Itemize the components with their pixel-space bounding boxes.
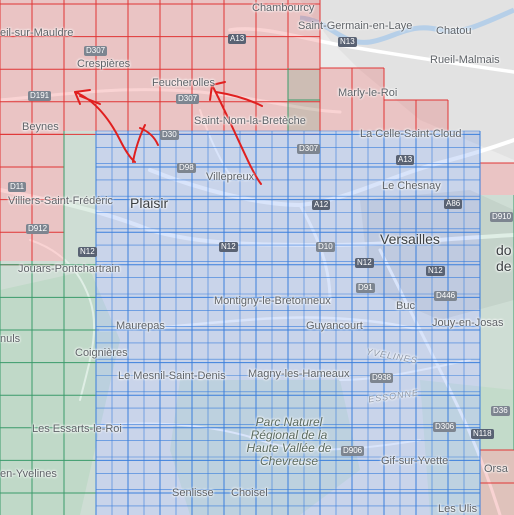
- road-shield: D36: [491, 406, 510, 416]
- place-label: Saint-Germain-en-Laye: [298, 20, 413, 32]
- place-label: Orsa: [484, 463, 508, 475]
- road-shield: D307: [176, 94, 200, 104]
- road-shield: D912: [26, 224, 50, 234]
- place-label: Plaisir: [130, 195, 169, 211]
- road-shield: D938: [370, 373, 394, 383]
- place-label: Les Essarts-le-Roi: [32, 423, 122, 435]
- place-label: Jouy-en-Josas: [432, 317, 504, 329]
- place-label: Les Ulis: [438, 503, 478, 515]
- place-label: Saint-Nom-la-Bretèche: [194, 115, 306, 127]
- place-label: en-Yvelines: [0, 468, 57, 480]
- blue-grid-lines: [95, 130, 481, 515]
- road-shield: A13: [396, 155, 415, 165]
- place-label: Villiers-Saint-Frédéric: [8, 195, 113, 207]
- forest-area: [0, 270, 120, 515]
- red-annotation-strokes: [74, 81, 263, 185]
- place-label: Maurepas: [116, 320, 165, 332]
- park-label: Parc Naturel Régional de la Haute Vallée…: [246, 415, 332, 468]
- place-label: Le Chesnay: [382, 180, 441, 192]
- place-label: eil-sur-Mauldre: [0, 27, 74, 39]
- road-shield: A12: [312, 200, 331, 210]
- road-shield: D91: [356, 283, 375, 293]
- road-shield: D10: [316, 242, 335, 252]
- road-shield: N12: [219, 242, 238, 252]
- place-label: Montigny-le-Bretonneux: [214, 295, 331, 307]
- place-label: Coignières: [75, 347, 128, 359]
- place-label: Gif-sur-Yvette: [381, 455, 449, 467]
- road-shield: D30: [160, 130, 179, 140]
- road-shield: D910: [490, 212, 514, 222]
- forest-area: [420, 380, 514, 515]
- place-label: Le Mesnil-Saint-Denis: [118, 370, 226, 382]
- place-label: Jouars-Pontchartrain: [18, 263, 121, 275]
- forest-area: [170, 380, 360, 515]
- road-shield: D307: [84, 46, 108, 56]
- place-label: Beynes: [22, 121, 59, 133]
- place-label: Versailles: [380, 231, 440, 247]
- road-shield: N13: [338, 37, 357, 47]
- road-shield: D306: [433, 422, 457, 432]
- road-shield: N118: [471, 429, 494, 439]
- road-shield: D906: [341, 446, 365, 456]
- place-label: Marly-le-Roi: [338, 87, 398, 99]
- place-label: de: [496, 258, 512, 274]
- road-shield: A86: [444, 199, 463, 209]
- river: [299, 7, 514, 45]
- place-label: Rueil-Malmais: [430, 54, 500, 66]
- place-label: La Celle-Saint-Cloud: [360, 128, 462, 140]
- green-tile-area: [0, 68, 514, 515]
- place-label: Chatou: [436, 25, 472, 37]
- place-label: Chambourcy: [252, 2, 315, 14]
- place-label: nuls: [0, 333, 21, 345]
- road-shield: A13: [228, 34, 247, 44]
- road-shield: D307: [297, 144, 321, 154]
- place-label: Villepreux: [206, 171, 255, 183]
- road-shield: D446: [434, 291, 458, 301]
- place-label: Guyancourt: [306, 320, 363, 332]
- road-shield: D191: [28, 91, 52, 101]
- place-label: Feucherolles: [152, 77, 215, 89]
- place-label: Buc: [396, 300, 415, 312]
- place-label: Choisel: [231, 487, 268, 499]
- road-shield: N12: [426, 266, 445, 276]
- road-shield: D11: [8, 182, 27, 192]
- place-label: Magny-les-Hameaux: [248, 368, 350, 380]
- place-label: Crespières: [77, 58, 131, 70]
- road-shield: D98: [177, 163, 196, 173]
- place-label: Senlisse: [172, 487, 214, 499]
- place-label: do: [496, 242, 512, 258]
- road-shield: N12: [355, 258, 374, 268]
- road-shield: N12: [78, 247, 97, 257]
